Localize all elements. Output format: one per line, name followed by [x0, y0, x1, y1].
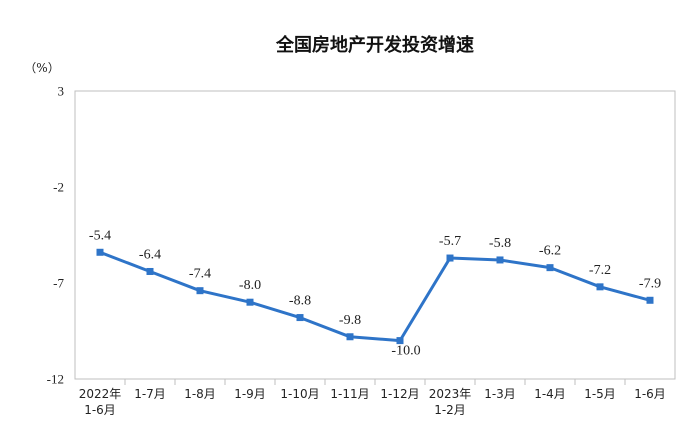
data-label: -6.4: [139, 247, 161, 262]
data-label: -5.8: [489, 236, 511, 251]
x-tick-label: 1-11月: [330, 387, 369, 401]
data-label: -5.4: [89, 228, 111, 243]
data-point: [596, 283, 604, 291]
data-point: [396, 337, 404, 345]
x-tick-label: 1-4月: [534, 387, 566, 401]
data-point: [196, 287, 204, 295]
plot-frame: [74, 90, 676, 380]
x-tick-label: 2022年: [79, 387, 122, 401]
data-label: -7.4: [189, 267, 211, 282]
chart-title: 全国房地产开发投资增速: [275, 34, 474, 56]
data-label: -8.0: [239, 278, 261, 293]
x-tick-label: 1-5月: [584, 387, 616, 401]
data-label: -9.8: [339, 313, 361, 328]
y-tick-label: -12: [47, 372, 64, 387]
data-point: [146, 267, 154, 275]
data-label: -7.9: [639, 276, 661, 291]
y-tick-label: -2: [53, 180, 64, 195]
x-tick-label: 1-6月: [634, 387, 666, 401]
data-label: -5.7: [439, 234, 461, 249]
series-line: [98, 250, 652, 343]
data-label: -7.2: [589, 263, 611, 278]
data-point: [446, 254, 454, 262]
y-tick-label: -7: [53, 276, 64, 291]
data-point: [346, 333, 354, 341]
data-labels: -5.4 -6.4 -7.4 -8.0 -8.8 -9.8 -10.0 -5.7 -5.8 -6.…: [89, 228, 661, 358]
data-point: [646, 296, 654, 304]
x-tick-label: 1-8月: [184, 387, 216, 401]
x-tick-label: 1-2月: [434, 403, 466, 417]
x-tick-label: 1-10月: [280, 387, 319, 401]
data-point: [246, 298, 254, 306]
data-point: [96, 248, 104, 256]
data-point: [546, 264, 554, 272]
x-tick-label: 1-6月: [84, 403, 116, 417]
x-axis: 2022年 1-6月 1-7月 1-8月 1-9月 1-10月 1-11月 1-12月 2023…: [79, 379, 666, 417]
series-group: [96, 248, 654, 345]
data-point: [496, 256, 504, 264]
x-tick-label: 2023年: [429, 387, 472, 401]
y-tick-label: 3: [58, 84, 65, 99]
x-tick-label: 1-7月: [134, 387, 166, 401]
data-label: -8.8: [289, 294, 311, 309]
y-axis-unit: （%）: [24, 61, 59, 75]
y-axis: 3 -2 -7 -12: [47, 84, 65, 387]
data-label: -6.2: [539, 244, 561, 259]
data-label: -10.0: [391, 344, 420, 359]
data-point: [296, 314, 304, 322]
x-tick-label: 1-3月: [484, 387, 516, 401]
x-tick-label: 1-9月: [234, 387, 266, 401]
x-tick-label: 1-12月: [380, 387, 419, 401]
